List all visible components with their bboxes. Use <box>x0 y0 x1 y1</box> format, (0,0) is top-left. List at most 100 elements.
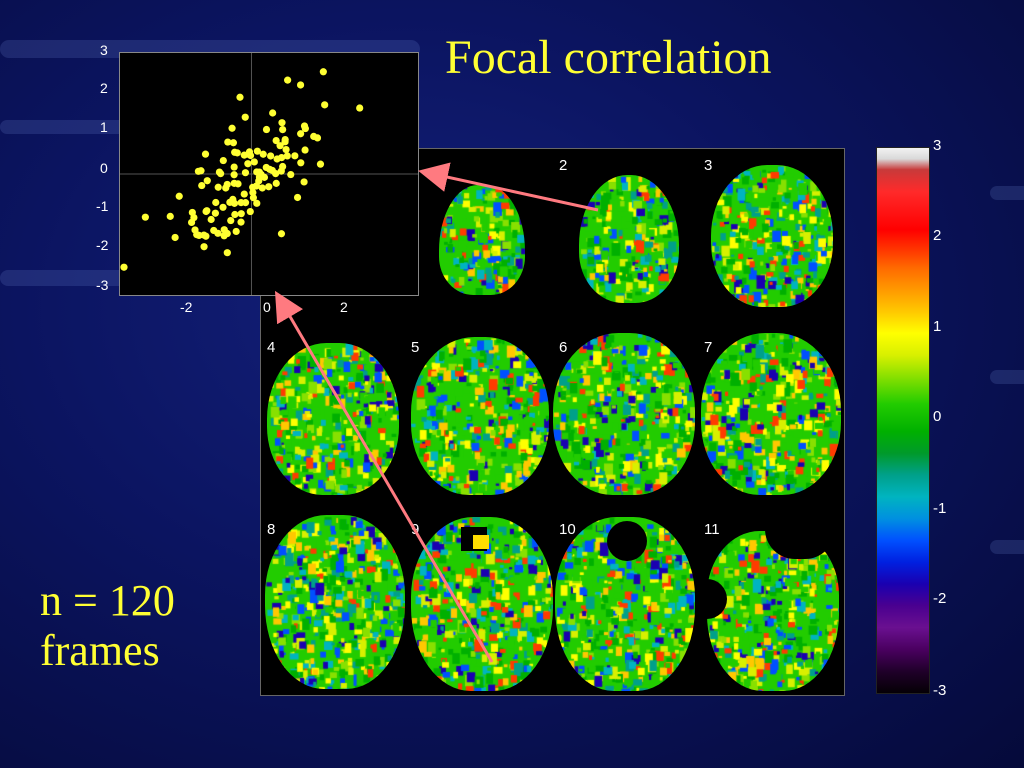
scatter-point <box>249 188 257 197</box>
scatter-point <box>203 177 211 185</box>
colorbar-tick-2: 2 <box>933 227 942 244</box>
scatter-plot <box>119 52 419 296</box>
scatter-point <box>284 76 292 84</box>
scatter-y-tick-neg3: -3 <box>96 277 109 293</box>
scatter-point <box>250 158 258 166</box>
scatter-point <box>272 137 280 145</box>
scatter-y-tick-2: 2 <box>100 80 108 96</box>
colorbar <box>876 147 930 694</box>
slice-label-7: 7 <box>704 339 713 356</box>
scatter-point <box>276 142 284 150</box>
scatter-point <box>236 93 244 101</box>
scatter-point <box>259 150 267 158</box>
scatter-point <box>287 170 295 179</box>
scatter-y-tick-1: 1 <box>100 119 108 135</box>
scatter-point <box>141 213 149 221</box>
scatter-point <box>228 124 236 132</box>
scatter-point <box>296 81 305 89</box>
colorbar-tick-0: 0 <box>933 408 942 425</box>
scatter-point <box>201 150 210 158</box>
brain-slice-11 <box>707 531 839 691</box>
background-streak <box>990 370 1024 384</box>
scatter-point <box>272 179 280 187</box>
colorbar-tick-3: 3 <box>933 137 942 154</box>
scatter-point <box>258 184 266 192</box>
scatter-y-tick-0: 0 <box>100 160 108 176</box>
scatter-point <box>356 104 364 112</box>
scatter-point <box>253 199 261 207</box>
slice-label-4: 4 <box>267 339 276 356</box>
scatter-point <box>301 146 309 154</box>
scatter-point <box>230 163 238 171</box>
scatter-point <box>207 215 215 224</box>
scatter-point <box>282 145 290 154</box>
scatter-point <box>198 181 206 190</box>
scatter-point <box>301 124 309 133</box>
brain-slice-2 <box>579 175 679 303</box>
scatter-point <box>240 190 248 198</box>
brain-slice-5 <box>411 337 549 495</box>
scatter-point <box>220 226 228 234</box>
scatter-point <box>255 173 264 181</box>
scatter-point <box>279 162 287 171</box>
scatter-point <box>214 183 222 191</box>
scatter-point <box>246 207 254 216</box>
scatter-point <box>237 210 245 218</box>
slice-label-9: 9 <box>411 521 420 538</box>
brain-slice-7 <box>701 333 841 495</box>
scatter-point <box>224 138 232 146</box>
scatter-x-tick-0: 0 <box>263 299 271 315</box>
scatter-point <box>197 167 205 175</box>
slice-label-5: 5 <box>411 339 420 356</box>
scatter-point <box>279 125 287 134</box>
scatter-point <box>210 226 218 235</box>
scatter-point <box>281 135 289 144</box>
scatter-point <box>212 198 220 207</box>
scatter-point <box>234 180 242 188</box>
scatter-point <box>253 147 261 155</box>
scatter-point <box>249 194 257 202</box>
colorbar-tick-neg2: -2 <box>933 590 947 607</box>
scatter-point <box>241 113 249 121</box>
background-streak <box>990 540 1024 554</box>
slice-label-8: 8 <box>267 521 276 538</box>
scatter-point <box>175 192 183 200</box>
brain-slice-4 <box>267 343 399 495</box>
scatter-point <box>120 263 128 271</box>
scatter-point <box>223 180 231 189</box>
slice-label-10: 10 <box>559 521 576 538</box>
scatter-point <box>219 156 227 165</box>
scatter-point <box>203 207 211 215</box>
slice-10-hole <box>607 521 647 561</box>
colorbar-tick-neg3: -3 <box>933 682 947 699</box>
scatter-point <box>265 183 273 191</box>
scatter-point <box>219 203 227 211</box>
scatter-y-tick-neg1: -1 <box>96 198 109 214</box>
scatter-point <box>293 193 302 202</box>
background-streak <box>990 186 1024 200</box>
scatter-point <box>200 243 208 251</box>
scatter-point <box>223 249 231 257</box>
scatter-point <box>211 209 219 217</box>
scatter-point <box>229 139 238 147</box>
scatter-point <box>237 199 245 207</box>
scatter-point <box>316 160 325 168</box>
scatter-point <box>249 183 257 191</box>
slice-label-6: 6 <box>559 339 568 356</box>
scatter-y-tick-neg2: -2 <box>96 237 109 253</box>
scatter-point <box>190 213 198 222</box>
scatter-point <box>269 109 277 117</box>
scatter-point <box>297 130 305 138</box>
slide-title: Focal correlation <box>445 31 772 84</box>
scatter-point <box>262 163 270 172</box>
slice-label-11: 11 <box>704 521 720 538</box>
scatter-point <box>230 199 239 207</box>
scatter-point <box>202 232 210 240</box>
scatter-point <box>319 68 327 76</box>
scatter-point <box>300 178 308 186</box>
frame-count-line1: n = 120 <box>40 576 175 625</box>
scatter-point <box>283 152 291 160</box>
scatter-x-tick-neg2: -2 <box>180 299 193 315</box>
colorbar-tick-neg1: -1 <box>933 500 947 517</box>
scatter-point <box>267 152 275 160</box>
